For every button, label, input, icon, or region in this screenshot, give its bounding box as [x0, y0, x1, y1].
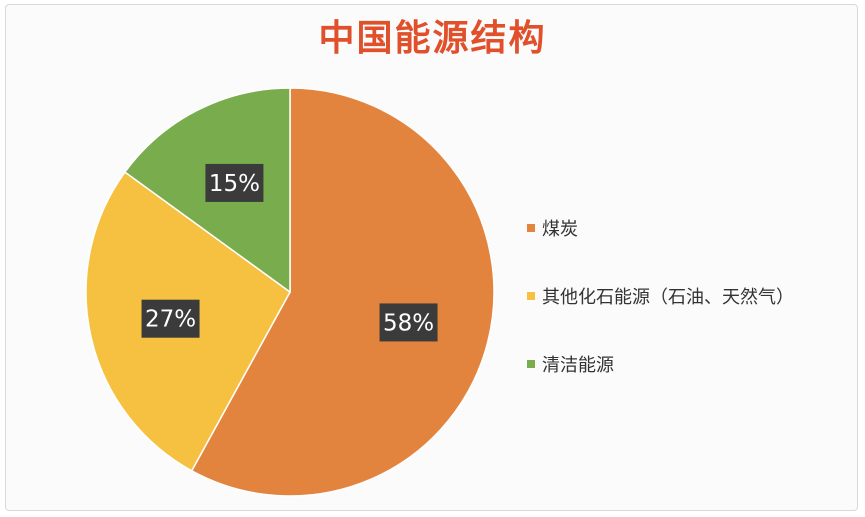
data-label-box	[141, 299, 200, 338]
data-label: 15%	[209, 171, 260, 197]
data-label: 58%	[383, 310, 434, 336]
legend-swatch	[527, 291, 535, 300]
data-label-box	[379, 303, 438, 342]
legend-swatch	[527, 223, 535, 232]
legend-item: 清洁能源	[527, 347, 794, 380]
legend-label: 清洁能源	[542, 354, 614, 376]
data-label: 27%	[145, 307, 196, 333]
chart-legend: 煤炭其他化石能源（石油、天然气） 清洁能源	[527, 211, 794, 415]
pie-slices	[85, 87, 495, 497]
legend-label: 煤炭	[542, 218, 578, 240]
legend-item: 煤炭	[527, 211, 794, 244]
legend-item: 其他化石能源（石油、天然气）	[527, 279, 794, 312]
data-label-box	[205, 163, 264, 202]
legend-swatch	[527, 359, 535, 368]
pie-data-labels: 58% 27% 15%	[141, 163, 438, 342]
legend-label: 其他化石能源（石油、天然气）	[542, 286, 794, 308]
pie-slice	[190, 87, 495, 497]
chart-title: 中国能源结构	[318, 18, 547, 59]
